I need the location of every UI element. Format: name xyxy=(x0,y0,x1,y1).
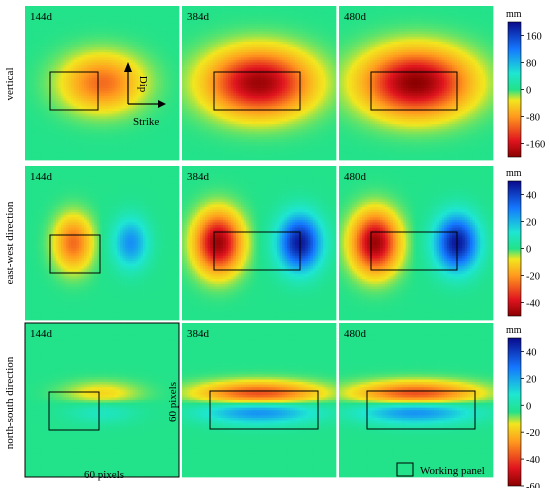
working-panel-legend-label: Working panel xyxy=(420,465,485,477)
displacement-panel: 480d xyxy=(339,6,493,160)
dip-label: Dip xyxy=(137,76,149,93)
displacement-panel: 144d xyxy=(25,6,179,160)
colorbar-tick-label: -40 xyxy=(526,455,540,466)
displacement-panel: 144d xyxy=(25,166,179,320)
colorbar-tick-label: 0 xyxy=(526,86,531,97)
displacement-panel: 480d xyxy=(339,323,493,477)
pixels-vertical-label: 60 pixels xyxy=(167,382,179,422)
displacement-panel: 384d xyxy=(182,6,336,160)
panel-time-label: 144d xyxy=(30,171,53,183)
colorbar-tick-label: 20 xyxy=(526,218,537,229)
row-label-vertical: vertical xyxy=(4,68,16,101)
panel-time-label: 384d xyxy=(187,11,210,23)
colorbar-tick-label: 40 xyxy=(526,191,537,202)
row-label-east-west: east-west direction xyxy=(4,201,16,284)
colorbar-tick-label: -20 xyxy=(526,428,540,439)
displacement-panel: 144d xyxy=(25,323,179,477)
panel-time-label: 480d xyxy=(344,171,367,183)
colorbar-tick-label: 0 xyxy=(526,245,531,256)
colorbar: mm 40 20 0 -20 -40 -60 xyxy=(506,325,540,488)
colorbar-tick-label: -60 xyxy=(526,482,540,488)
colorbar-tick-label: 0 xyxy=(526,401,531,412)
panel-time-label: 144d xyxy=(30,11,53,23)
strike-label: Strike xyxy=(133,116,159,128)
colorbar: mm 40 20 0 -20 -40 xyxy=(506,168,540,316)
colorbar: mm 160 80 0 -80 -160 xyxy=(506,9,545,157)
colorbars: mm 160 80 0 -80 -160 mm 40 20 0 -20 -40 mm 40 20 0 -20 -4… xyxy=(506,9,545,488)
colorbar-tick-label: 20 xyxy=(526,374,537,385)
colorbar-unit: mm xyxy=(506,168,522,179)
colorbar-unit: mm xyxy=(506,9,522,20)
displacement-panel: 384d xyxy=(182,166,336,320)
panel-time-label: 480d xyxy=(344,11,367,23)
colorbar-tick-label: 160 xyxy=(526,32,542,43)
colorbar-unit: mm xyxy=(506,325,522,336)
panel-time-label: 384d xyxy=(187,171,210,183)
row-label-north-south: north-south direction xyxy=(4,356,16,449)
colorbar-tick-label: -160 xyxy=(526,140,545,151)
panel-time-label: 480d xyxy=(344,328,367,340)
panel-time-label: 144d xyxy=(30,328,53,340)
colorbar-tick-label: -40 xyxy=(526,299,540,310)
panel-grid: 144d 384d 480d 144d 384d 480d 144d 384d 480d xyxy=(25,6,493,477)
colorbar-tick-label: -20 xyxy=(526,272,540,283)
colorbar-tick-label: 80 xyxy=(526,59,537,70)
colorbar-tick-label: -80 xyxy=(526,113,540,124)
pixels-horizontal-label: 60 pixels xyxy=(84,469,124,481)
colorbar-tick-label: 40 xyxy=(526,347,537,358)
panel-time-label: 384d xyxy=(187,328,210,340)
displacement-panel: 384d xyxy=(182,323,336,477)
displacement-panel: 480d xyxy=(339,166,493,320)
